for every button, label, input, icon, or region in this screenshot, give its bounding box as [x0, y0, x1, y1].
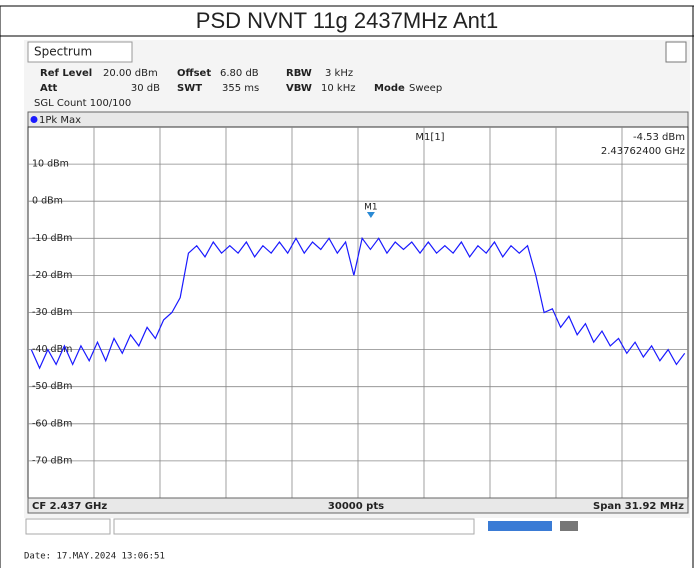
marker: [366, 212, 375, 219]
marker-value: -4.53 dBm: [633, 132, 685, 143]
label: Att: [40, 83, 58, 94]
y-tick-label: -30 dBm: [32, 307, 72, 318]
count: SGL Count 100/100: [34, 98, 131, 109]
y-tick-label: -10 dBm: [32, 233, 72, 244]
value: 3 kHz: [325, 68, 353, 79]
legend-dot: [30, 116, 38, 123]
y-tick-label: -60 dBm: [32, 418, 72, 429]
footer-bar: [27, 497, 689, 514]
y-tick-label: -40 dBm: [32, 344, 72, 355]
title: PSD NVNT 11g 2437MHz Ant1: [196, 8, 498, 33]
marker-name: M1[1]: [415, 132, 444, 143]
date: Date: 17.MAY.2024 13:06:51: [24, 552, 165, 562]
tab-label: Spectrum: [34, 45, 92, 59]
label: Ref Level: [40, 68, 92, 79]
legend-label: 1Pk Max: [39, 115, 81, 126]
status-box: [113, 518, 475, 535]
marker-x: 2.43762400 GHz: [601, 146, 685, 157]
value: 355 ms: [222, 83, 259, 94]
label: VBW: [286, 83, 312, 94]
cf: CF 2.437 GHz: [32, 501, 107, 512]
status-box: [25, 518, 111, 535]
value: 6.80 dB: [220, 68, 259, 79]
pts: 30000 pts: [328, 501, 384, 512]
y-tick-label: -70 dBm: [32, 455, 72, 466]
icon[interactable]: [665, 41, 687, 63]
value: 30 dB: [131, 83, 160, 94]
label: RBW: [286, 68, 312, 79]
y-tick-label: 10 dBm: [32, 159, 69, 170]
label: Offset: [177, 68, 211, 79]
y-tick-label: -20 dBm: [32, 270, 72, 281]
label: Mode: [374, 83, 405, 94]
value: Sweep: [409, 83, 442, 94]
span: Span 31.92 MHz: [593, 501, 684, 512]
trace: [30, 236, 686, 370]
tab[interactable]: [27, 41, 133, 63]
marker-label: M1: [364, 203, 378, 213]
value: 20.00 dBm: [103, 68, 158, 79]
y-tick-label: 0 dBm: [32, 196, 63, 207]
y-tick-label: -50 dBm: [32, 381, 72, 392]
trace-header: [27, 111, 689, 128]
progress: [488, 521, 552, 531]
icon: [560, 521, 578, 531]
label: SWT: [177, 83, 202, 94]
value: 10 kHz: [321, 83, 355, 94]
